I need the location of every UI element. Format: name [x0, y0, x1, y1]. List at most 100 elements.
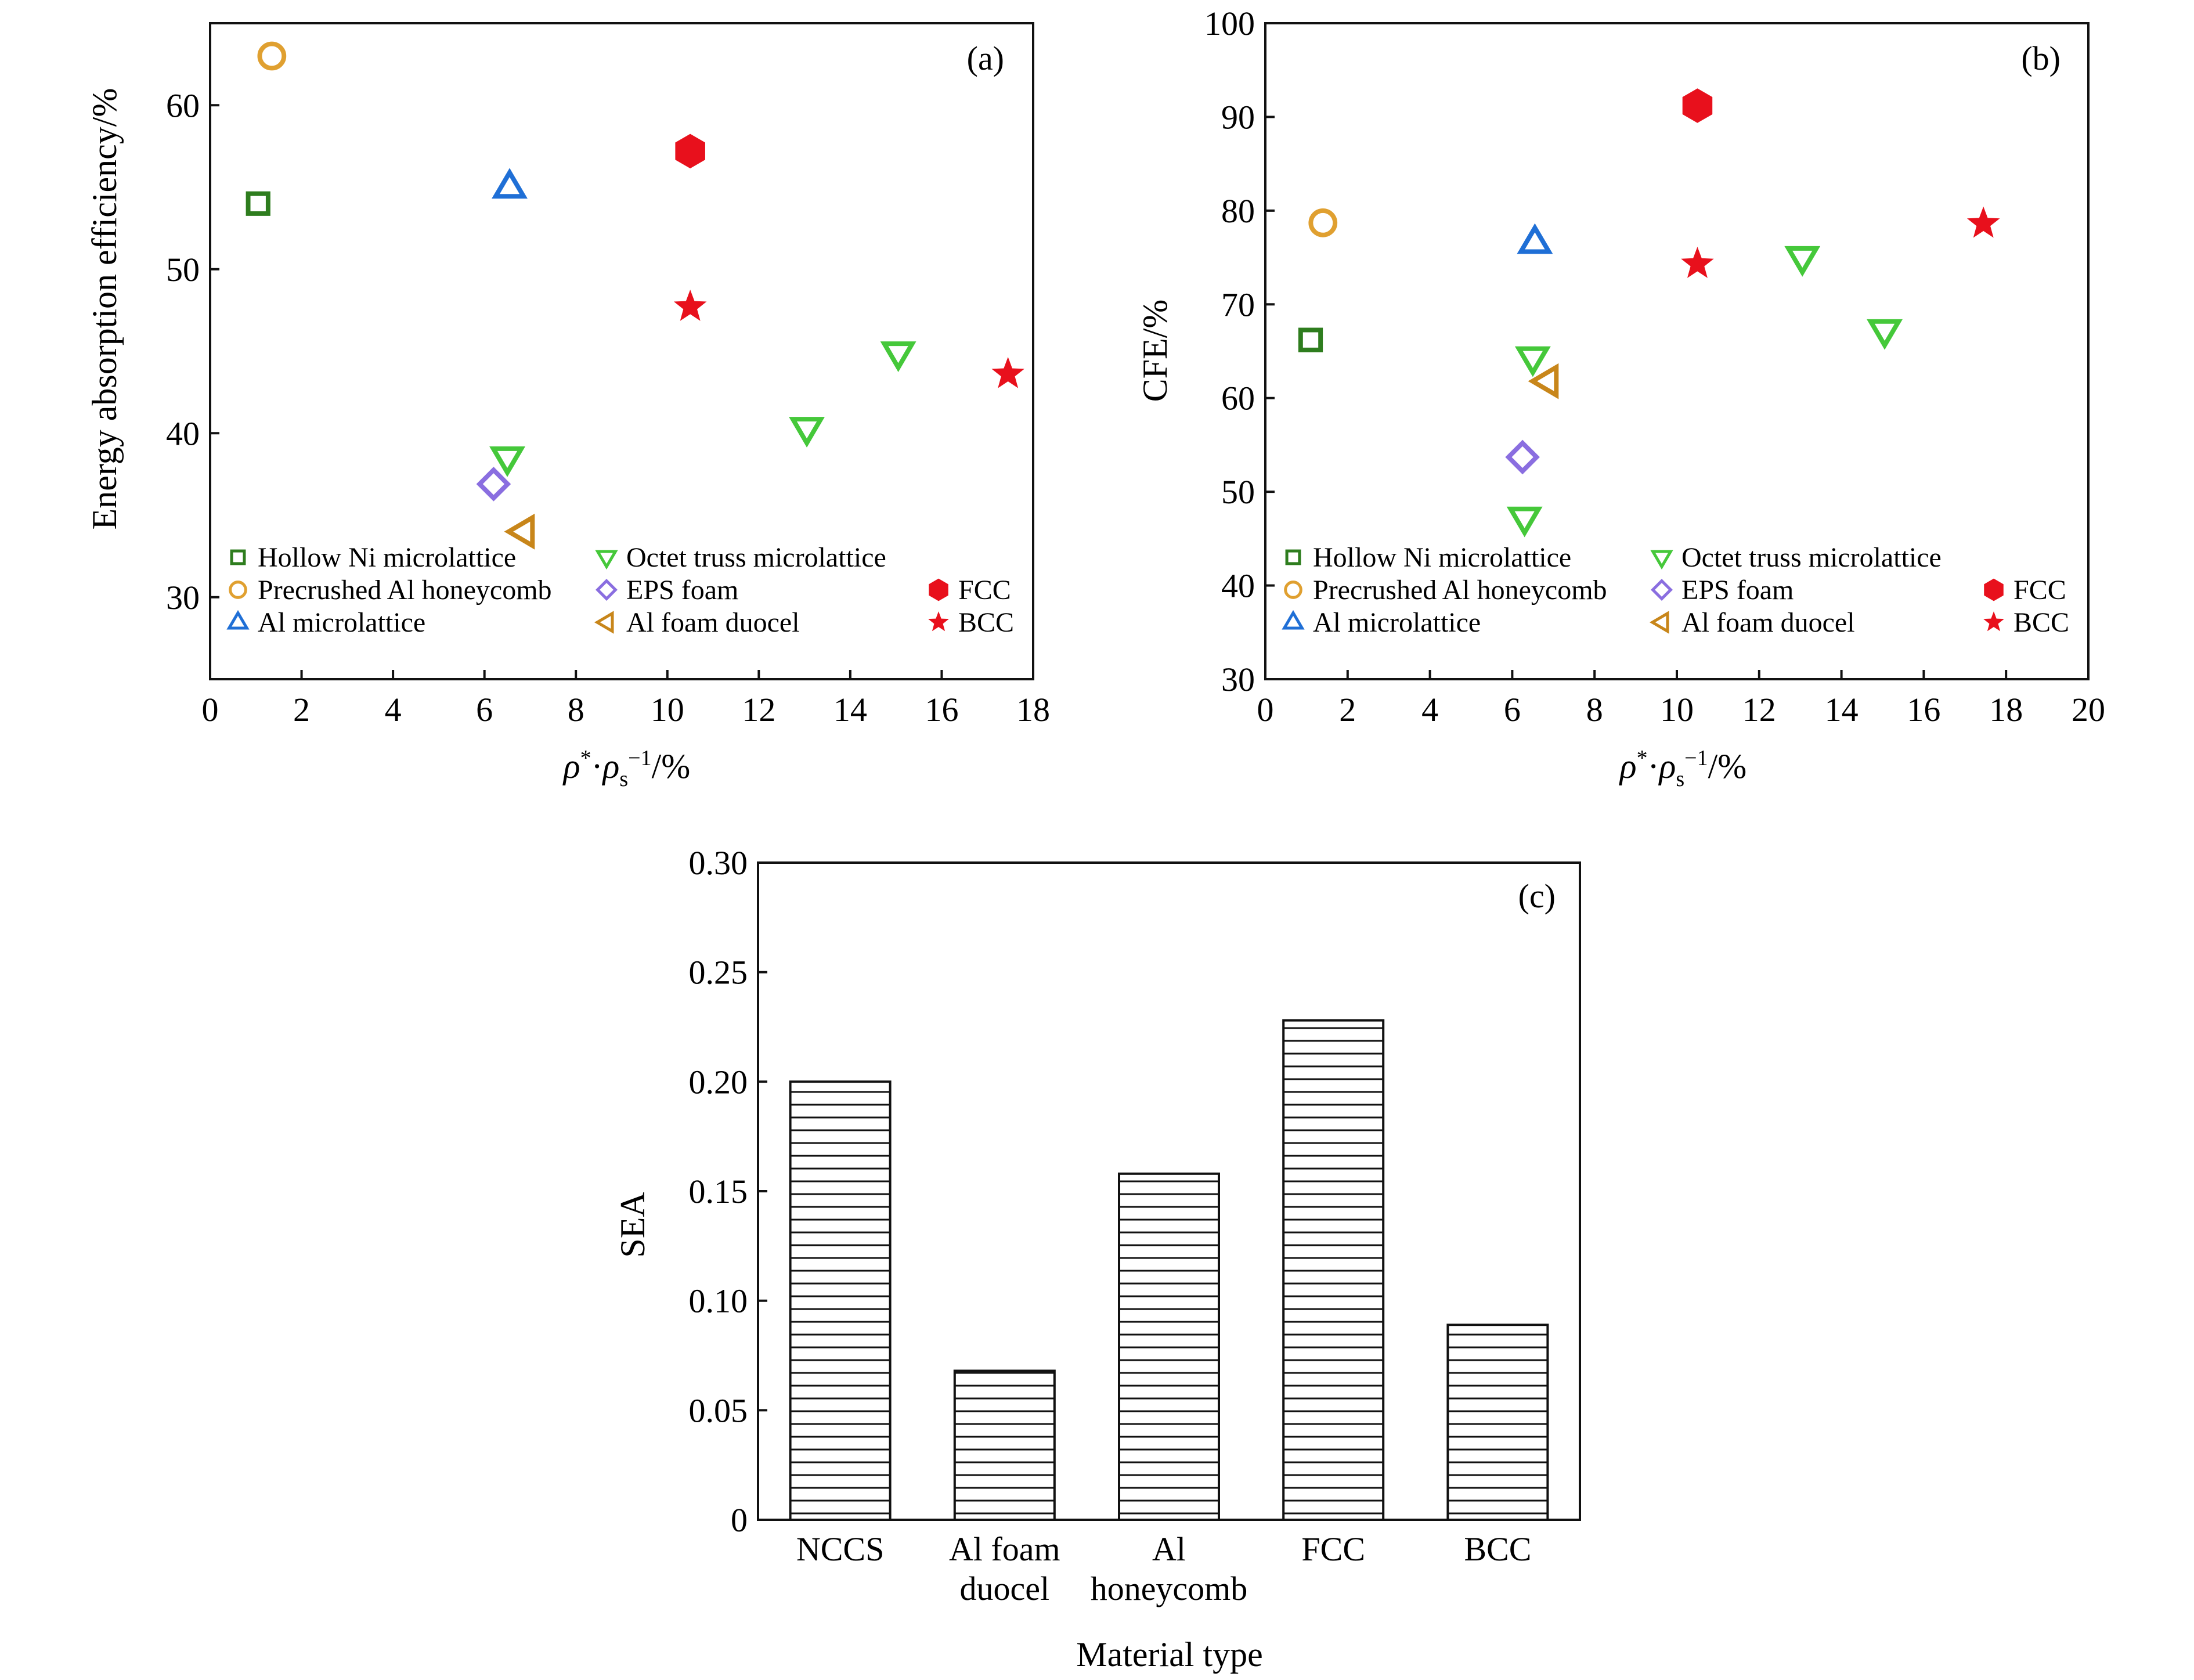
- legend-label: Octet truss microlattice: [1681, 542, 1942, 573]
- y-tick-label: 0.25: [689, 954, 748, 992]
- y-tick-label: 0.10: [689, 1282, 748, 1320]
- y-tick-label: 50: [166, 251, 200, 289]
- legend-label: Al foam duocel: [626, 607, 800, 638]
- data-point: [991, 356, 1024, 388]
- legend-label: BCC: [2013, 607, 2069, 638]
- data-point: [489, 446, 526, 477]
- x-tick-label: 10: [1660, 691, 1694, 729]
- x-tick-label: Al foam duocel: [949, 1530, 1060, 1607]
- panel-c-ylabel: SEA: [614, 1192, 652, 1257]
- panel-c-bar: (c) SEA Material type 0 0.05 0.10 0.15 0.20 0…: [614, 844, 1581, 1674]
- data-point: [675, 134, 705, 169]
- panel-a-ylabel: Energy absorption efficiency/%: [85, 88, 124, 530]
- x-tick-label: 2: [1339, 691, 1356, 729]
- legend-item: Hollow Ni microlattice: [230, 542, 516, 573]
- y-tick-label: 0.30: [689, 844, 748, 882]
- x-tick-label: 0: [1257, 691, 1274, 729]
- legend-label: EPS foam: [626, 575, 738, 605]
- y-tick-label: 30: [1221, 661, 1255, 698]
- data-point: [1514, 346, 1551, 377]
- y-tick-label: 100: [1204, 5, 1255, 42]
- legend-marker: [226, 610, 250, 630]
- panel-c-label: (c): [1518, 877, 1556, 915]
- x-tick-label: 16: [925, 691, 958, 729]
- y-tick-label: 50: [1221, 473, 1255, 511]
- panel-b-ylabel: CFE/%: [1136, 300, 1174, 402]
- x-tick-label: 16: [1907, 691, 1940, 729]
- plot-frame: [209, 22, 1034, 680]
- legend-marker: [1284, 581, 1302, 599]
- plot-frame: [1264, 22, 2090, 680]
- x-tick-label: 6: [476, 691, 493, 729]
- x-tick-label: FCC: [1301, 1530, 1365, 1568]
- data-point: [1681, 247, 1714, 278]
- y-tick-label: 70: [1221, 286, 1255, 323]
- panel-c-xlabel: Material type: [1076, 1635, 1263, 1674]
- data-point: [673, 290, 707, 321]
- legend-item: EPS foam: [1651, 575, 1794, 605]
- legend-label: Hollow Ni microlattice: [258, 542, 516, 573]
- data-point: [1528, 363, 1559, 399]
- x-tick-label: 8: [568, 691, 584, 729]
- legend-label: BCC: [958, 607, 1014, 638]
- y-tick-label: 90: [1221, 98, 1255, 136]
- legend-label: EPS foam: [1681, 575, 1794, 605]
- legend-item: Al foam duocel: [1649, 607, 1855, 638]
- x-tick-label: 6: [1504, 691, 1521, 729]
- panel-b-label: (b): [2021, 39, 2061, 77]
- legend-item: BCC: [1983, 607, 2069, 638]
- x-tick-label: 14: [1825, 691, 1859, 729]
- x-tick-label: NCCS: [796, 1530, 885, 1568]
- legend-item: FCC: [929, 575, 1011, 605]
- y-tick-label: 0.05: [689, 1391, 748, 1429]
- x-tick-label: 0: [202, 691, 219, 729]
- y-tick-label: 0.15: [689, 1173, 748, 1210]
- data-point: [1506, 506, 1543, 538]
- legend-label: FCC: [2013, 575, 2066, 605]
- legend-label: Al microlattice: [1313, 607, 1481, 638]
- legend-marker: [1649, 611, 1669, 634]
- legend-label: Precrushed Al honeycomb: [258, 575, 552, 605]
- y-tick-label: 30: [166, 579, 200, 617]
- data-point: [1867, 319, 1903, 350]
- x-tick-label: 18: [1989, 691, 2023, 729]
- data-point: [476, 467, 511, 502]
- x-tick-label: Al honeycomb: [1091, 1530, 1248, 1607]
- x-tick-label: 4: [385, 691, 402, 729]
- x-tick-label: 12: [742, 691, 775, 729]
- y-tick-label: 60: [1221, 380, 1255, 417]
- data-point: [1505, 439, 1540, 475]
- legend-marker: [1650, 550, 1673, 570]
- data-point: [504, 513, 535, 550]
- data-point: [1682, 88, 1713, 123]
- panel-b-scatter: (b) CFE/% ρ*·ρs−1/% 0 2 4 6 8 10 12 14 16 18 20 30 4…: [1136, 5, 2105, 791]
- legend-marker: [929, 578, 948, 601]
- data-point: [1517, 223, 1553, 254]
- legend-label: Precrushed Al honeycomb: [1313, 575, 1607, 605]
- legend-item: Octet truss microlattice: [1650, 542, 1942, 573]
- y-tick-label: 40: [1221, 567, 1255, 605]
- legend-item: BCC: [928, 607, 1014, 638]
- legend-item: Al microlattice: [1282, 607, 1481, 638]
- data-point: [1308, 208, 1338, 237]
- x-tick-label: 4: [1421, 691, 1438, 729]
- y-tick-label: 40: [166, 414, 200, 452]
- y-tick-label: 0: [731, 1501, 748, 1539]
- data-point: [257, 41, 287, 71]
- legend-marker: [1285, 549, 1301, 565]
- legend-marker: [1983, 611, 2004, 632]
- x-tick-label: 8: [1586, 691, 1603, 729]
- x-tick-label: BCC: [1464, 1530, 1531, 1568]
- bar: [1118, 1172, 1220, 1521]
- data-point: [880, 341, 916, 372]
- bar: [789, 1080, 892, 1522]
- data-point: [1966, 206, 2000, 238]
- panel-a-scatter: (a) Energy absorption efficiency/% ρ*·ρs…: [85, 22, 1050, 791]
- y-tick-label: 80: [1221, 192, 1255, 230]
- legend-item: Precrushed Al honeycomb: [1284, 575, 1607, 605]
- bar: [953, 1369, 1056, 1521]
- data-point: [789, 417, 825, 448]
- legend-marker: [230, 549, 246, 565]
- x-tick-label: 10: [651, 691, 684, 729]
